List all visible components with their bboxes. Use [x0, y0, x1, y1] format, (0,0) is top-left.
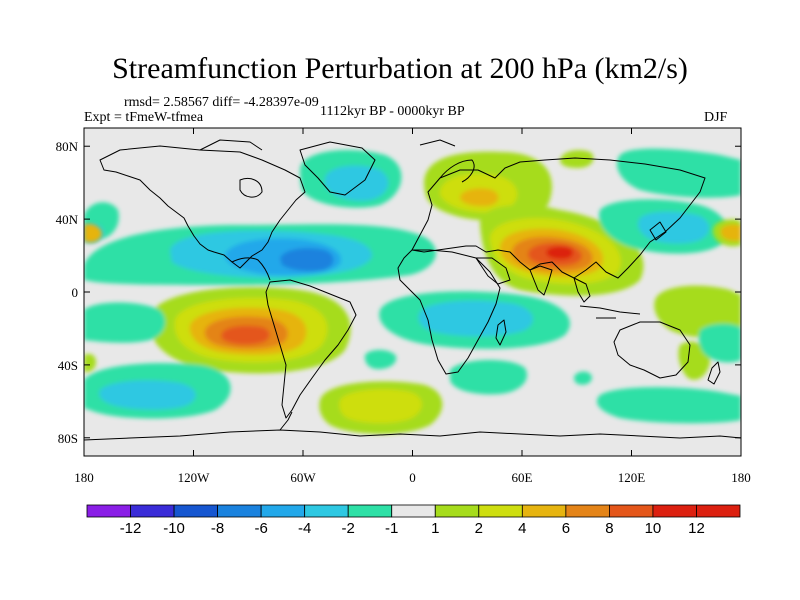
x-tick-label: 60W [290, 470, 316, 485]
coast-india [529, 265, 553, 296]
colorbar-label: -8 [211, 520, 224, 537]
colorbar-swatch [86, 504, 131, 518]
coast-indochina [573, 277, 591, 303]
colorbar-label: 8 [605, 520, 613, 537]
colorbar-swatch [521, 504, 567, 518]
x-tick-label: 180 [74, 470, 94, 485]
coast-japan [649, 221, 667, 241]
coast-hudson-bay [239, 178, 263, 198]
x-tick-label: 120W [178, 470, 211, 485]
colorbar: -12 -10 -8 -6 -4 -2 -1 1 2 4 6 8 10 12 [86, 504, 741, 537]
colorbar-swatch [609, 504, 654, 518]
y-tick-label: 40N [56, 212, 79, 227]
coast-australia [613, 321, 691, 379]
coast-madagascar [495, 319, 507, 346]
coast-greenland [299, 141, 376, 196]
x-tick-label: 0 [409, 470, 416, 485]
colorbar-swatch [652, 504, 697, 518]
coast-scandinavia [439, 159, 475, 183]
period-label: 1112kyr BP - 0000kyr BP [320, 104, 465, 119]
colorbar-label: -2 [342, 520, 355, 537]
coast-arabia [475, 257, 511, 285]
colorbar-label: -10 [163, 520, 185, 537]
colorbar-label: 1 [431, 520, 439, 537]
dateline-ridges [84, 219, 741, 373]
contour-fill [84, 148, 741, 435]
x-tick-label: 60E [512, 470, 533, 485]
colorbar-label: -1 [385, 520, 398, 537]
colorbar-label: 6 [562, 520, 570, 537]
colorbar-swatch [478, 504, 523, 518]
colorbar-label: -4 [298, 520, 311, 537]
colorbar-swatch [434, 504, 480, 518]
colorbar-swatch [173, 504, 218, 518]
coast-antarctic-peninsula [279, 411, 293, 431]
season-label: DJF [704, 110, 728, 125]
x-tick-label: 120E [618, 470, 646, 485]
colorbar-swatch [130, 504, 175, 518]
y-tick-label: 40S [58, 358, 78, 373]
coast-africa [397, 249, 501, 375]
coast-new-zealand [707, 361, 721, 385]
colorbar-label: -12 [120, 520, 142, 537]
colorbar-label: 10 [645, 520, 662, 537]
colorbar-label: -6 [254, 520, 267, 537]
coast-gulf-mexico [231, 257, 271, 281]
colorbar-swatch [304, 504, 349, 518]
y-tick-label: 0 [72, 285, 79, 300]
colorbar-swatch [391, 504, 436, 518]
coastlines [84, 139, 741, 441]
coast-indonesia [579, 305, 641, 319]
stats-label: rmsd= 2.58567 diff= -4.28397e-09 [124, 95, 319, 110]
colorbar-swatch [696, 504, 741, 518]
colorbar-swatch [347, 504, 393, 518]
colorbar-swatch [260, 504, 306, 518]
chart-title: Streamfunction Perturbation at 200 hPa (… [112, 52, 688, 85]
experiment-label: Expt = tFmeW-tfmea [84, 110, 204, 125]
colorbar-swatch [217, 504, 262, 518]
colorbar-swatch [565, 504, 610, 518]
coast-south-america [265, 279, 357, 419]
colorbar-label: 2 [475, 520, 483, 537]
colorbar-label: 4 [518, 520, 526, 537]
coast-north-america [99, 145, 306, 269]
coast-arctic-islands [199, 139, 456, 151]
colorbar-label: 12 [688, 520, 705, 537]
coast-antarctica [84, 429, 741, 441]
coast-eurasia [411, 157, 706, 279]
y-tick-label: 80N [56, 139, 79, 154]
y-tick-label: 80S [58, 431, 78, 446]
x-tick-label: 180 [731, 470, 751, 485]
